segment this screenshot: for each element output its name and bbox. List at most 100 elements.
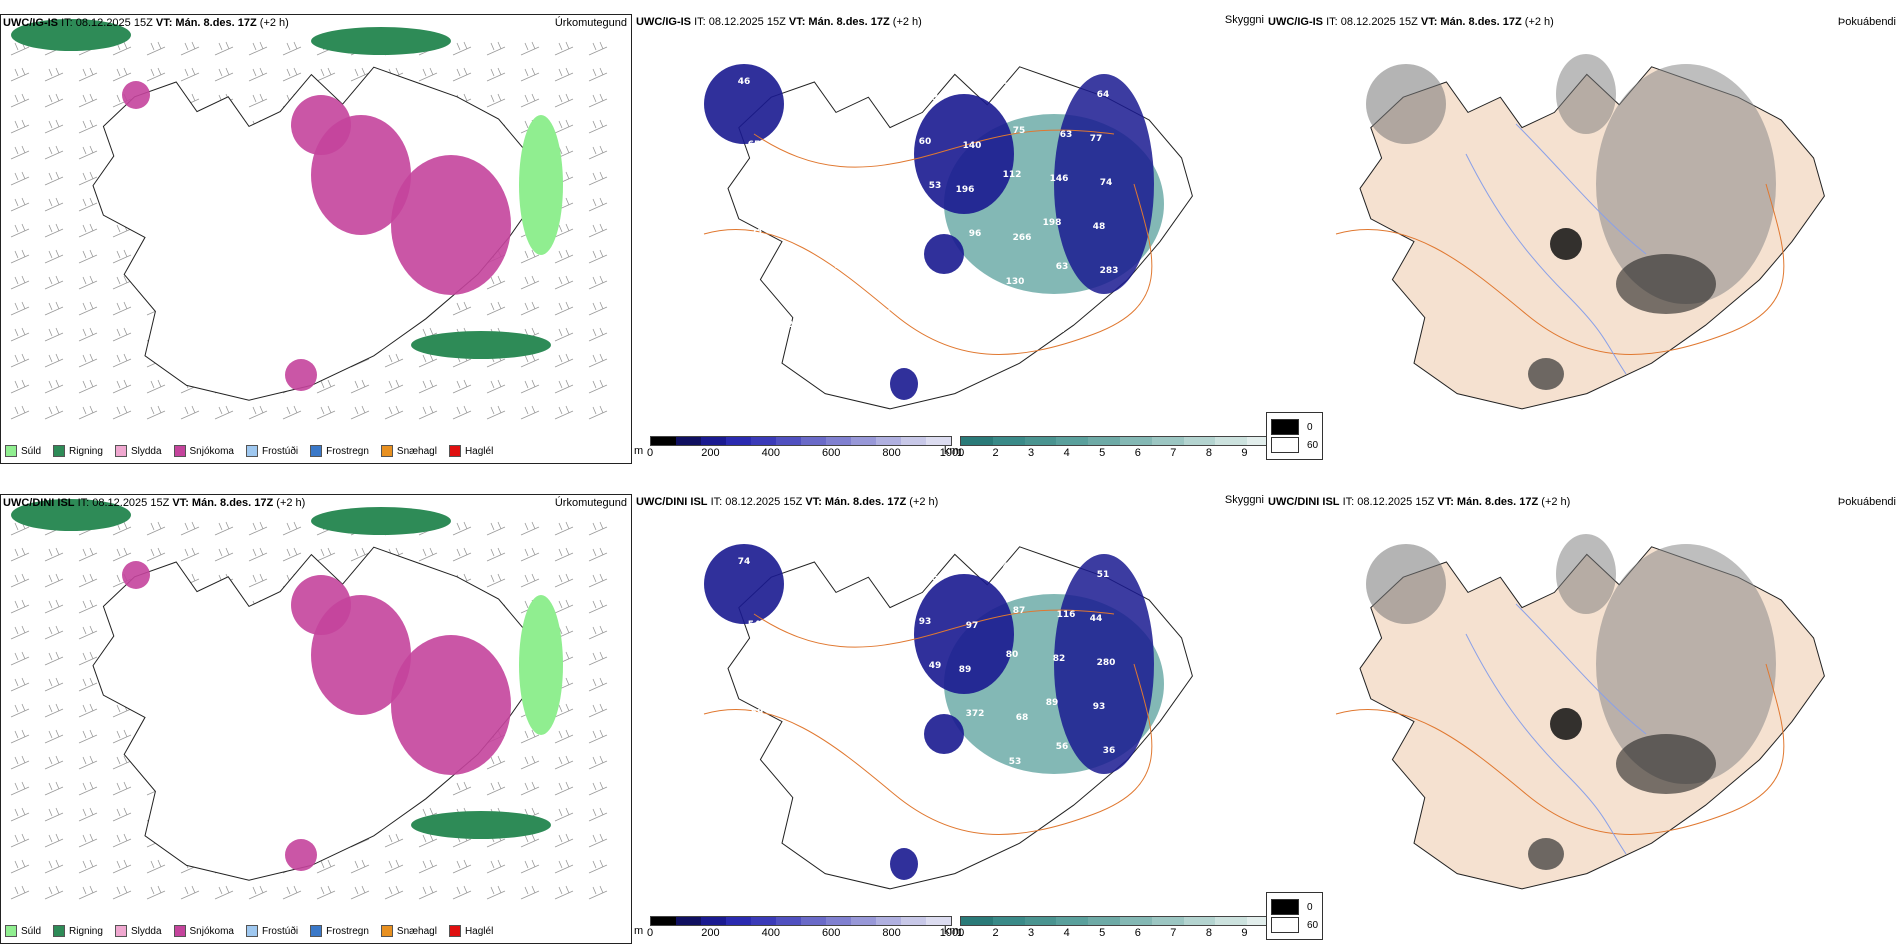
visibility-value-label: 52 (875, 221, 888, 231)
visibility-value-label: 72 (788, 169, 801, 179)
colorbar-tick-label: 8 (1205, 927, 1212, 939)
fog-area (890, 848, 918, 880)
fog-legend-row: 0 (1271, 419, 1318, 435)
visibility-km-colorbar: 12345678910km (944, 916, 1266, 940)
legend-label: Frostúði (261, 925, 299, 937)
visibility-value-label: 65 (748, 140, 761, 150)
panel-header: UWC/DINI ISL IT: 08.12.2025 15Z VT: Mán.… (1268, 496, 1571, 508)
visibility-value-label: 82 (1053, 654, 1066, 664)
visibility-value-label: 89 (959, 665, 972, 675)
colorbar-cell (726, 917, 751, 925)
legend-item: Frostregn (310, 925, 369, 937)
colorbar-ticks: 12345678910 (957, 446, 1266, 460)
colorbar-cell (651, 437, 676, 445)
panel-header: UWC/IG-IS IT: 08.12.2025 15Z VT: Mán. 8.… (3, 17, 289, 29)
panel-header: UWC/IG-IS IT: 08.12.2025 15Z VT: Mán. 8.… (636, 16, 922, 28)
colorbar-tick-label: 7 (1170, 927, 1177, 939)
colorbar-tick-label: 3 (1028, 447, 1035, 459)
visibility-value-label: 42 (918, 357, 931, 367)
panel-header: UWC/DINI ISL IT: 08.12.2025 15Z VT: Mán.… (3, 497, 306, 509)
visibility-value-label: 280 (1097, 658, 1116, 668)
legend-item: Frostregn (310, 445, 369, 457)
visibility-value-label: 93 (1093, 702, 1106, 712)
fog-index-area (1528, 358, 1564, 390)
visibility-value-label: 60 (919, 137, 932, 147)
colorbar-cell (926, 917, 951, 925)
fog-area (704, 64, 784, 144)
legend-item: Slydda (114, 925, 162, 937)
visibility-map: 74 90 44 145 55 54 45 66 51 54 36 49 77 93 97 87 116 44 48… (703, 544, 1193, 890)
fog-index-area (1556, 54, 1616, 134)
colorbar-unit: km (944, 445, 959, 457)
fog-area (1054, 74, 1154, 294)
visibility-value-label: 46 (738, 77, 751, 87)
fog-area (1054, 554, 1154, 774)
colorbar-cell (1056, 437, 1089, 445)
visibility-value-label: 42 (794, 364, 807, 374)
colorbar-tick-label: 600 (822, 927, 841, 939)
visibility-km-colorbar: 12345678910km (944, 436, 1266, 460)
fog-area (924, 714, 964, 754)
fog-area (924, 234, 964, 274)
legend-label: Haglél (464, 925, 494, 937)
rain-area (11, 499, 131, 531)
legend-swatch (173, 445, 186, 457)
colorbar-tick-label: 1000 (939, 447, 965, 459)
visibility-value-label: 130 (1006, 277, 1025, 287)
colorbar-cell (961, 917, 993, 925)
visibility-value-label: 61 (828, 217, 841, 227)
visibility-value-label: 53 (1009, 757, 1022, 767)
visibility-value-label: 767 (788, 756, 807, 766)
fog-legend-label: 0 (1307, 901, 1313, 913)
fog-panel-row2: UWC/DINI ISL IT: 08.12.2025 15Z VT: Mán.… (1266, 494, 1900, 944)
colorbar-tick-label: 400 (761, 447, 780, 459)
legend-label: Súld (21, 925, 42, 937)
legend-swatch (5, 445, 17, 457)
visibility-value-label: 49 (929, 661, 942, 671)
visibility-value-label: 59 (751, 708, 764, 718)
legend-item: Haglél (448, 445, 493, 457)
visibility-value-label: 242 (835, 261, 854, 271)
fog-legend-label: 60 (1307, 439, 1319, 451)
colorbar-cell (751, 437, 776, 445)
colorbar-tick-label: 5 (1099, 927, 1106, 939)
visibility-value-label: 54 (872, 133, 885, 143)
fog-area (914, 94, 1014, 214)
snow-area (122, 81, 150, 109)
rain-area (411, 811, 551, 839)
visibility-value-label: 145 (876, 569, 895, 579)
legend-label: Snjókoma (189, 925, 234, 937)
colorbar-tick-label: 3 (1028, 927, 1035, 939)
visibility-value-label: 41 (965, 361, 978, 371)
panel-title: Þokuábendi (1837, 496, 1896, 508)
rivers (1465, 123, 1647, 375)
visibility-value-label: 169 (882, 265, 901, 275)
colorbar-tick-label: 200 (701, 927, 720, 939)
colorbar-unit: m (634, 925, 644, 937)
colorbar-tick-label: 2 (992, 447, 999, 459)
legend-item: Súld (5, 925, 41, 937)
fog-legend-label: 0 (1307, 421, 1313, 433)
drizzle-area (519, 595, 563, 735)
precip-panel-row1: UWC/IG-IS IT: 08.12.2025 15Z VT: Mán. 8.… (0, 14, 632, 464)
visibility-value-label: 88 (754, 316, 767, 326)
fog-legend-swatch (1271, 899, 1299, 915)
visibility-value-label: 66 (1050, 566, 1063, 576)
colorbar-tick-label: 600 (822, 447, 841, 459)
colorbar-cell (826, 437, 851, 445)
visibility-value-label: 44 (831, 324, 844, 334)
roads (1335, 663, 1785, 835)
iceland-coastline (92, 66, 541, 401)
visibility-value-label: 89 (1046, 698, 1059, 708)
snow-area (291, 575, 351, 635)
visibility-value-label: 266 (1013, 233, 1032, 243)
visibility-value-label: 98 (835, 173, 848, 183)
colorbar-unit: m (634, 445, 644, 457)
colorbar-tick-label: 1000 (939, 927, 965, 939)
visibility-value-label: 63 (882, 177, 895, 187)
iceland-coastline (92, 546, 541, 881)
legend-swatch (380, 925, 393, 937)
rain-area (411, 331, 551, 359)
snow-area (391, 635, 511, 775)
colorbar-cell (876, 437, 901, 445)
